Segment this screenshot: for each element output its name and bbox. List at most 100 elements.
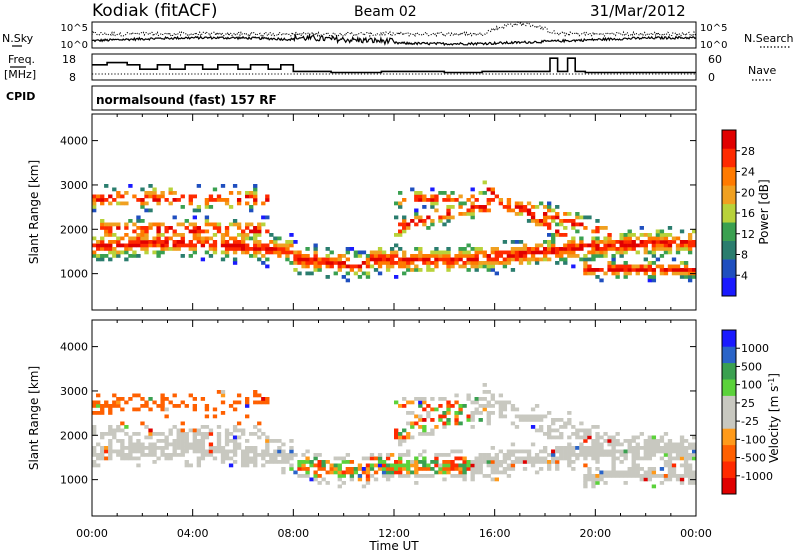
velocity-cell xyxy=(563,425,568,429)
power-cell xyxy=(172,243,177,248)
power-cell xyxy=(518,208,524,213)
power-cell xyxy=(490,250,495,255)
velocity-cell xyxy=(474,470,479,475)
nsearch-series-line xyxy=(91,21,697,38)
velocity-cell xyxy=(530,418,536,422)
power-cell xyxy=(506,250,512,255)
velocity-cell xyxy=(257,435,262,440)
velocity-cell xyxy=(679,463,685,468)
velocity-cell xyxy=(152,432,157,436)
power-cell xyxy=(172,229,177,234)
power-cell xyxy=(623,240,628,244)
velocity-cell xyxy=(228,432,234,436)
velocity-cell xyxy=(647,470,653,475)
velocity-cell xyxy=(442,463,447,468)
velocity-cell xyxy=(486,400,491,405)
velocity-cell xyxy=(663,449,669,454)
velocity-cell xyxy=(281,449,286,454)
power-cell xyxy=(446,247,451,251)
power-cell xyxy=(647,240,653,244)
velocity-cell xyxy=(458,411,463,415)
power-cell xyxy=(522,254,528,258)
velocity-cell xyxy=(418,467,423,471)
velocity-cell xyxy=(538,425,544,429)
power-cell xyxy=(643,271,648,276)
power-cell xyxy=(265,194,270,199)
velocity-cell xyxy=(357,477,363,482)
power-cell xyxy=(474,254,479,258)
velocity-cell xyxy=(559,418,564,422)
power-cell xyxy=(108,222,113,227)
velocity-cell xyxy=(538,414,544,419)
velocity-cell xyxy=(530,456,536,461)
power-cell xyxy=(212,222,218,227)
power-cell xyxy=(180,194,185,199)
velocity-cell xyxy=(305,470,310,475)
power-cell xyxy=(454,254,459,258)
power-cell xyxy=(100,222,105,227)
power-cell xyxy=(655,240,661,244)
power-cell xyxy=(156,236,161,241)
velocity-cell xyxy=(579,435,584,440)
velocity-cell xyxy=(474,400,479,405)
power-cell xyxy=(120,250,125,255)
velocity-cell xyxy=(474,456,479,461)
velocity-cell xyxy=(623,456,628,461)
velocity-cell xyxy=(418,400,423,405)
power-cell xyxy=(583,243,588,248)
velocity-cell xyxy=(514,449,520,454)
velocity-cell xyxy=(639,467,644,471)
power-cell xyxy=(542,212,548,216)
power-cell xyxy=(430,198,435,202)
velocity-cell xyxy=(410,400,415,405)
power-cell xyxy=(365,271,371,276)
power-cell xyxy=(297,250,302,255)
power-cell xyxy=(140,233,145,237)
power-cell xyxy=(643,264,648,269)
power-cell xyxy=(273,250,278,255)
velocity-cell xyxy=(176,435,181,440)
velocity-cell xyxy=(522,467,528,471)
mhz-label: [MHz] xyxy=(4,68,36,81)
colorbar-swatch xyxy=(722,166,736,186)
power-cell xyxy=(547,233,552,237)
power-cell xyxy=(579,247,584,251)
power-cell xyxy=(579,215,584,220)
power-cell xyxy=(345,278,351,283)
velocity-cell xyxy=(651,470,657,475)
power-cell xyxy=(257,233,262,237)
velocity-cell xyxy=(136,442,141,447)
velocity-cell xyxy=(679,449,685,454)
velocity-cell xyxy=(406,421,411,426)
velocity-cell xyxy=(547,463,552,468)
power-cell xyxy=(261,215,266,220)
power-cell xyxy=(277,236,282,241)
power-cell xyxy=(418,198,423,202)
velocity-cell xyxy=(426,411,431,415)
velocity-cell xyxy=(567,449,572,454)
site-title: Kodiak (fitACF) xyxy=(92,1,218,21)
velocity-cell xyxy=(394,435,399,440)
power-cell xyxy=(345,271,351,276)
power-cell xyxy=(152,191,157,195)
velocity-cell xyxy=(361,456,367,461)
velocity-cell xyxy=(583,484,588,489)
velocity-cell xyxy=(176,453,181,457)
power-cell xyxy=(204,229,210,234)
velocity-cell xyxy=(551,456,556,461)
power-cell xyxy=(253,226,258,230)
freq-tick-top: 18 xyxy=(62,53,76,66)
power-cell xyxy=(377,261,383,265)
velocity-cell xyxy=(663,446,669,450)
power-cell xyxy=(398,233,403,237)
power-cell xyxy=(679,229,685,234)
velocity-cell xyxy=(317,460,322,464)
colorbar-tick-label: 24 xyxy=(741,166,755,179)
power-cell xyxy=(643,250,648,255)
velocity-cell xyxy=(156,404,161,408)
velocity-cell xyxy=(124,425,129,429)
power-cell xyxy=(236,243,242,248)
velocity-cell xyxy=(691,446,697,450)
velocity-cell xyxy=(571,460,576,464)
